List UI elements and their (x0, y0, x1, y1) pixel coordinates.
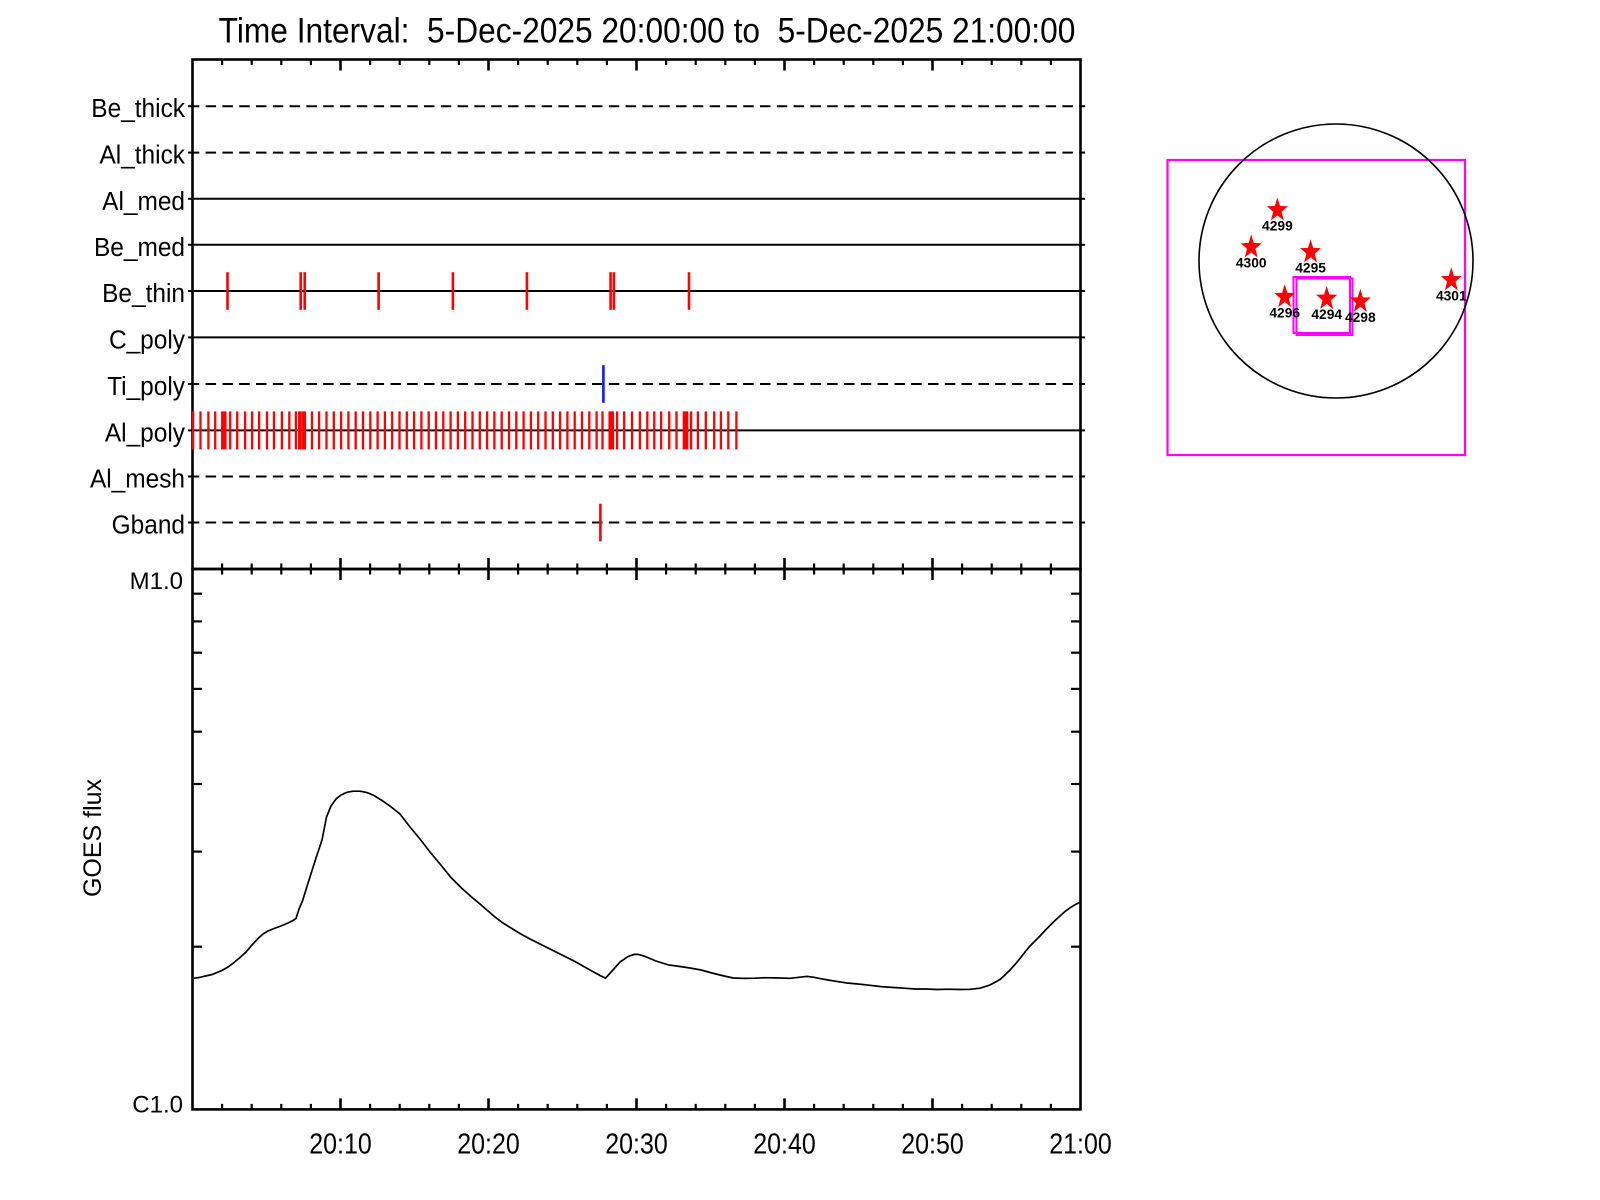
svg-text:M1.0: M1.0 (130, 568, 183, 595)
svg-text:4294: 4294 (1311, 307, 1342, 322)
svg-text:Gband: Gband (112, 511, 185, 540)
svg-text:Be_med: Be_med (94, 233, 185, 262)
svg-text:20:30: 20:30 (605, 1128, 667, 1160)
svg-text:Al_thick: Al_thick (99, 141, 185, 170)
svg-text:Al_poly: Al_poly (105, 419, 185, 448)
svg-text:20:20: 20:20 (457, 1128, 519, 1160)
svg-text:20:10: 20:10 (309, 1128, 371, 1160)
svg-text:C_poly: C_poly (109, 326, 185, 355)
svg-text:Ti_poly: Ti_poly (107, 372, 185, 401)
svg-text:Be_thin: Be_thin (102, 279, 185, 308)
svg-text:4300: 4300 (1236, 256, 1267, 271)
svg-text:C1.0: C1.0 (132, 1092, 183, 1119)
svg-text:4296: 4296 (1269, 305, 1300, 320)
svg-text:GOES flux: GOES flux (79, 778, 107, 897)
svg-text:Al_med: Al_med (102, 187, 185, 216)
svg-text:4295: 4295 (1295, 261, 1326, 276)
svg-text:20:50: 20:50 (901, 1128, 963, 1160)
svg-text:4301: 4301 (1436, 289, 1467, 304)
svg-text:4299: 4299 (1262, 219, 1293, 234)
svg-text:21:00: 21:00 (1049, 1128, 1111, 1160)
svg-text:4298: 4298 (1345, 310, 1376, 325)
svg-text:Al_mesh: Al_mesh (90, 465, 185, 494)
svg-text:Time Interval: 5-Dec-2025 20:: Time Interval: 5-Dec-2025 20:00:00 to 5-… (219, 12, 1076, 51)
svg-text:Be_thick: Be_thick (91, 95, 185, 124)
svg-text:20:40: 20:40 (753, 1128, 815, 1160)
